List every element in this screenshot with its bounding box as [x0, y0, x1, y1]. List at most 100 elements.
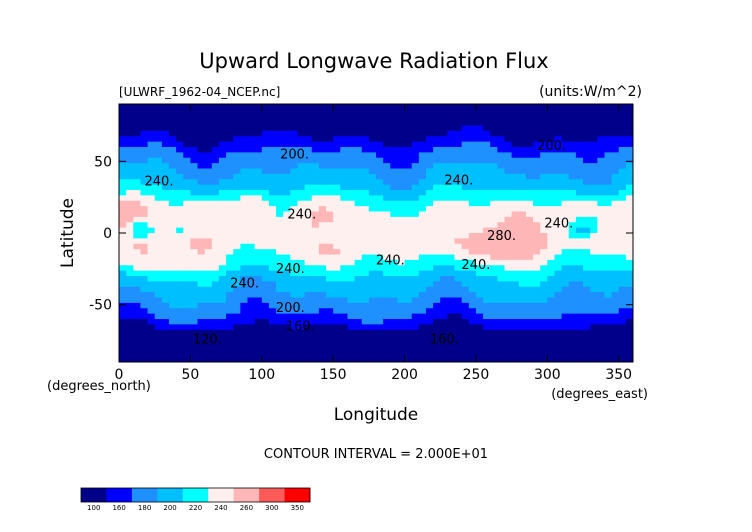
- heatmap-cell: [433, 254, 441, 261]
- heatmap-cell: [604, 297, 613, 304]
- heatmap-cell: [425, 302, 434, 309]
- heatmap-cell: [575, 345, 584, 352]
- heatmap-cell: [183, 157, 191, 164]
- heatmap-cell: [318, 104, 327, 110]
- heatmap-cell: [540, 206, 548, 213]
- heatmap-cell: [361, 216, 370, 223]
- heatmap-cell: [425, 184, 434, 191]
- heatmap-cell: [447, 190, 456, 196]
- heatmap-cell: [483, 168, 491, 175]
- heatmap-cell: [454, 125, 463, 132]
- heatmap-cell: [468, 243, 477, 250]
- heatmap-cell: [247, 276, 256, 282]
- heatmap-cell: [318, 297, 327, 304]
- heatmap-cell: [240, 233, 249, 239]
- heatmap-cell: [176, 227, 184, 234]
- heatmap-cell: [140, 243, 149, 250]
- heatmap-cell: [254, 104, 263, 110]
- heatmap-cell: [404, 281, 413, 288]
- heatmap-cell: [233, 173, 241, 180]
- x-tick-label: 50: [181, 367, 199, 383]
- heatmap-cell: [561, 168, 570, 175]
- heatmap-cell: [490, 281, 498, 288]
- heatmap-cell: [290, 163, 299, 170]
- heatmap-cell: [561, 190, 570, 196]
- heatmap-cell: [240, 362, 248, 368]
- heatmap-cell: [597, 259, 606, 266]
- heatmap-cell: [190, 270, 199, 277]
- heatmap-cell: [461, 109, 470, 116]
- heatmap-cell: [304, 329, 313, 336]
- heatmap-cell: [140, 265, 149, 272]
- heatmap-cell: [211, 152, 220, 159]
- heatmap-cell: [554, 329, 563, 336]
- heatmap-cell: [425, 211, 434, 218]
- heatmap-cell: [361, 120, 370, 127]
- heatmap-cell: [533, 114, 541, 121]
- heatmap-cell: [547, 157, 556, 164]
- heatmap-cell: [168, 340, 177, 347]
- heatmap-cell: [361, 136, 370, 143]
- heatmap-cell: [490, 211, 498, 218]
- heatmap-cell: [411, 222, 420, 229]
- heatmap-cell: [597, 184, 606, 191]
- heatmap-cell: [561, 238, 570, 245]
- heatmap-cell: [540, 109, 548, 116]
- heatmap-cell: [425, 351, 434, 358]
- heatmap-cell: [204, 190, 213, 196]
- heatmap-cell: [197, 125, 206, 132]
- heatmap-cell: [568, 120, 577, 127]
- heatmap-cell: [290, 297, 299, 304]
- heatmap-cell: [218, 340, 227, 347]
- heatmap-cell: [304, 109, 313, 116]
- heatmap-cell: [304, 302, 313, 309]
- heatmap-cell: [440, 324, 448, 331]
- heatmap-cell: [411, 281, 420, 288]
- heatmap-cell: [447, 281, 456, 288]
- heatmap-cell: [461, 120, 470, 127]
- heatmap-cell: [226, 136, 234, 143]
- heatmap-cell: [126, 292, 134, 299]
- heatmap-cell: [504, 211, 513, 218]
- heatmap-cell: [211, 286, 220, 293]
- heatmap-cell: [376, 211, 384, 218]
- heatmap-cell: [176, 163, 184, 170]
- heatmap-cell: [254, 265, 263, 272]
- heatmap-cell: [590, 238, 598, 245]
- heatmap-cell: [333, 340, 341, 347]
- heatmap-cell: [447, 147, 456, 153]
- heatmap-cell: [518, 130, 527, 137]
- heatmap-cell: [504, 125, 513, 132]
- heatmap-cell: [133, 340, 142, 347]
- heatmap-cell: [304, 136, 313, 143]
- heatmap-cell: [326, 324, 334, 331]
- heatmap-cell: [297, 104, 306, 110]
- heatmap-cell: [276, 324, 284, 331]
- heatmap-cell: [561, 173, 570, 180]
- heatmap-cell: [547, 184, 556, 191]
- heatmap-cell: [268, 168, 277, 175]
- heatmap-cell: [268, 308, 277, 315]
- heatmap-cell: [354, 206, 363, 213]
- heatmap-cell: [276, 136, 284, 143]
- heatmap-cell: [297, 270, 306, 277]
- heatmap-cell: [604, 104, 613, 110]
- heatmap-cell: [397, 141, 406, 148]
- heatmap-cell: [226, 335, 234, 342]
- heatmap-cell: [497, 324, 506, 331]
- heatmap-cell: [233, 227, 241, 234]
- heatmap-cell: [440, 302, 448, 309]
- heatmap-cell: [261, 297, 270, 304]
- heatmap-cell: [347, 335, 356, 342]
- heatmap-cell: [583, 195, 591, 202]
- heatmap-cell: [247, 324, 256, 331]
- heatmap-cell: [183, 136, 191, 143]
- heatmap-cell: [475, 147, 484, 153]
- heatmap-cell: [540, 340, 548, 347]
- heatmap-cell: [126, 286, 134, 293]
- heatmap-cell: [226, 125, 234, 132]
- heatmap-cell: [368, 292, 377, 299]
- heatmap-cell: [490, 147, 498, 153]
- heatmap-cell: [376, 120, 384, 127]
- heatmap-cell: [290, 233, 299, 239]
